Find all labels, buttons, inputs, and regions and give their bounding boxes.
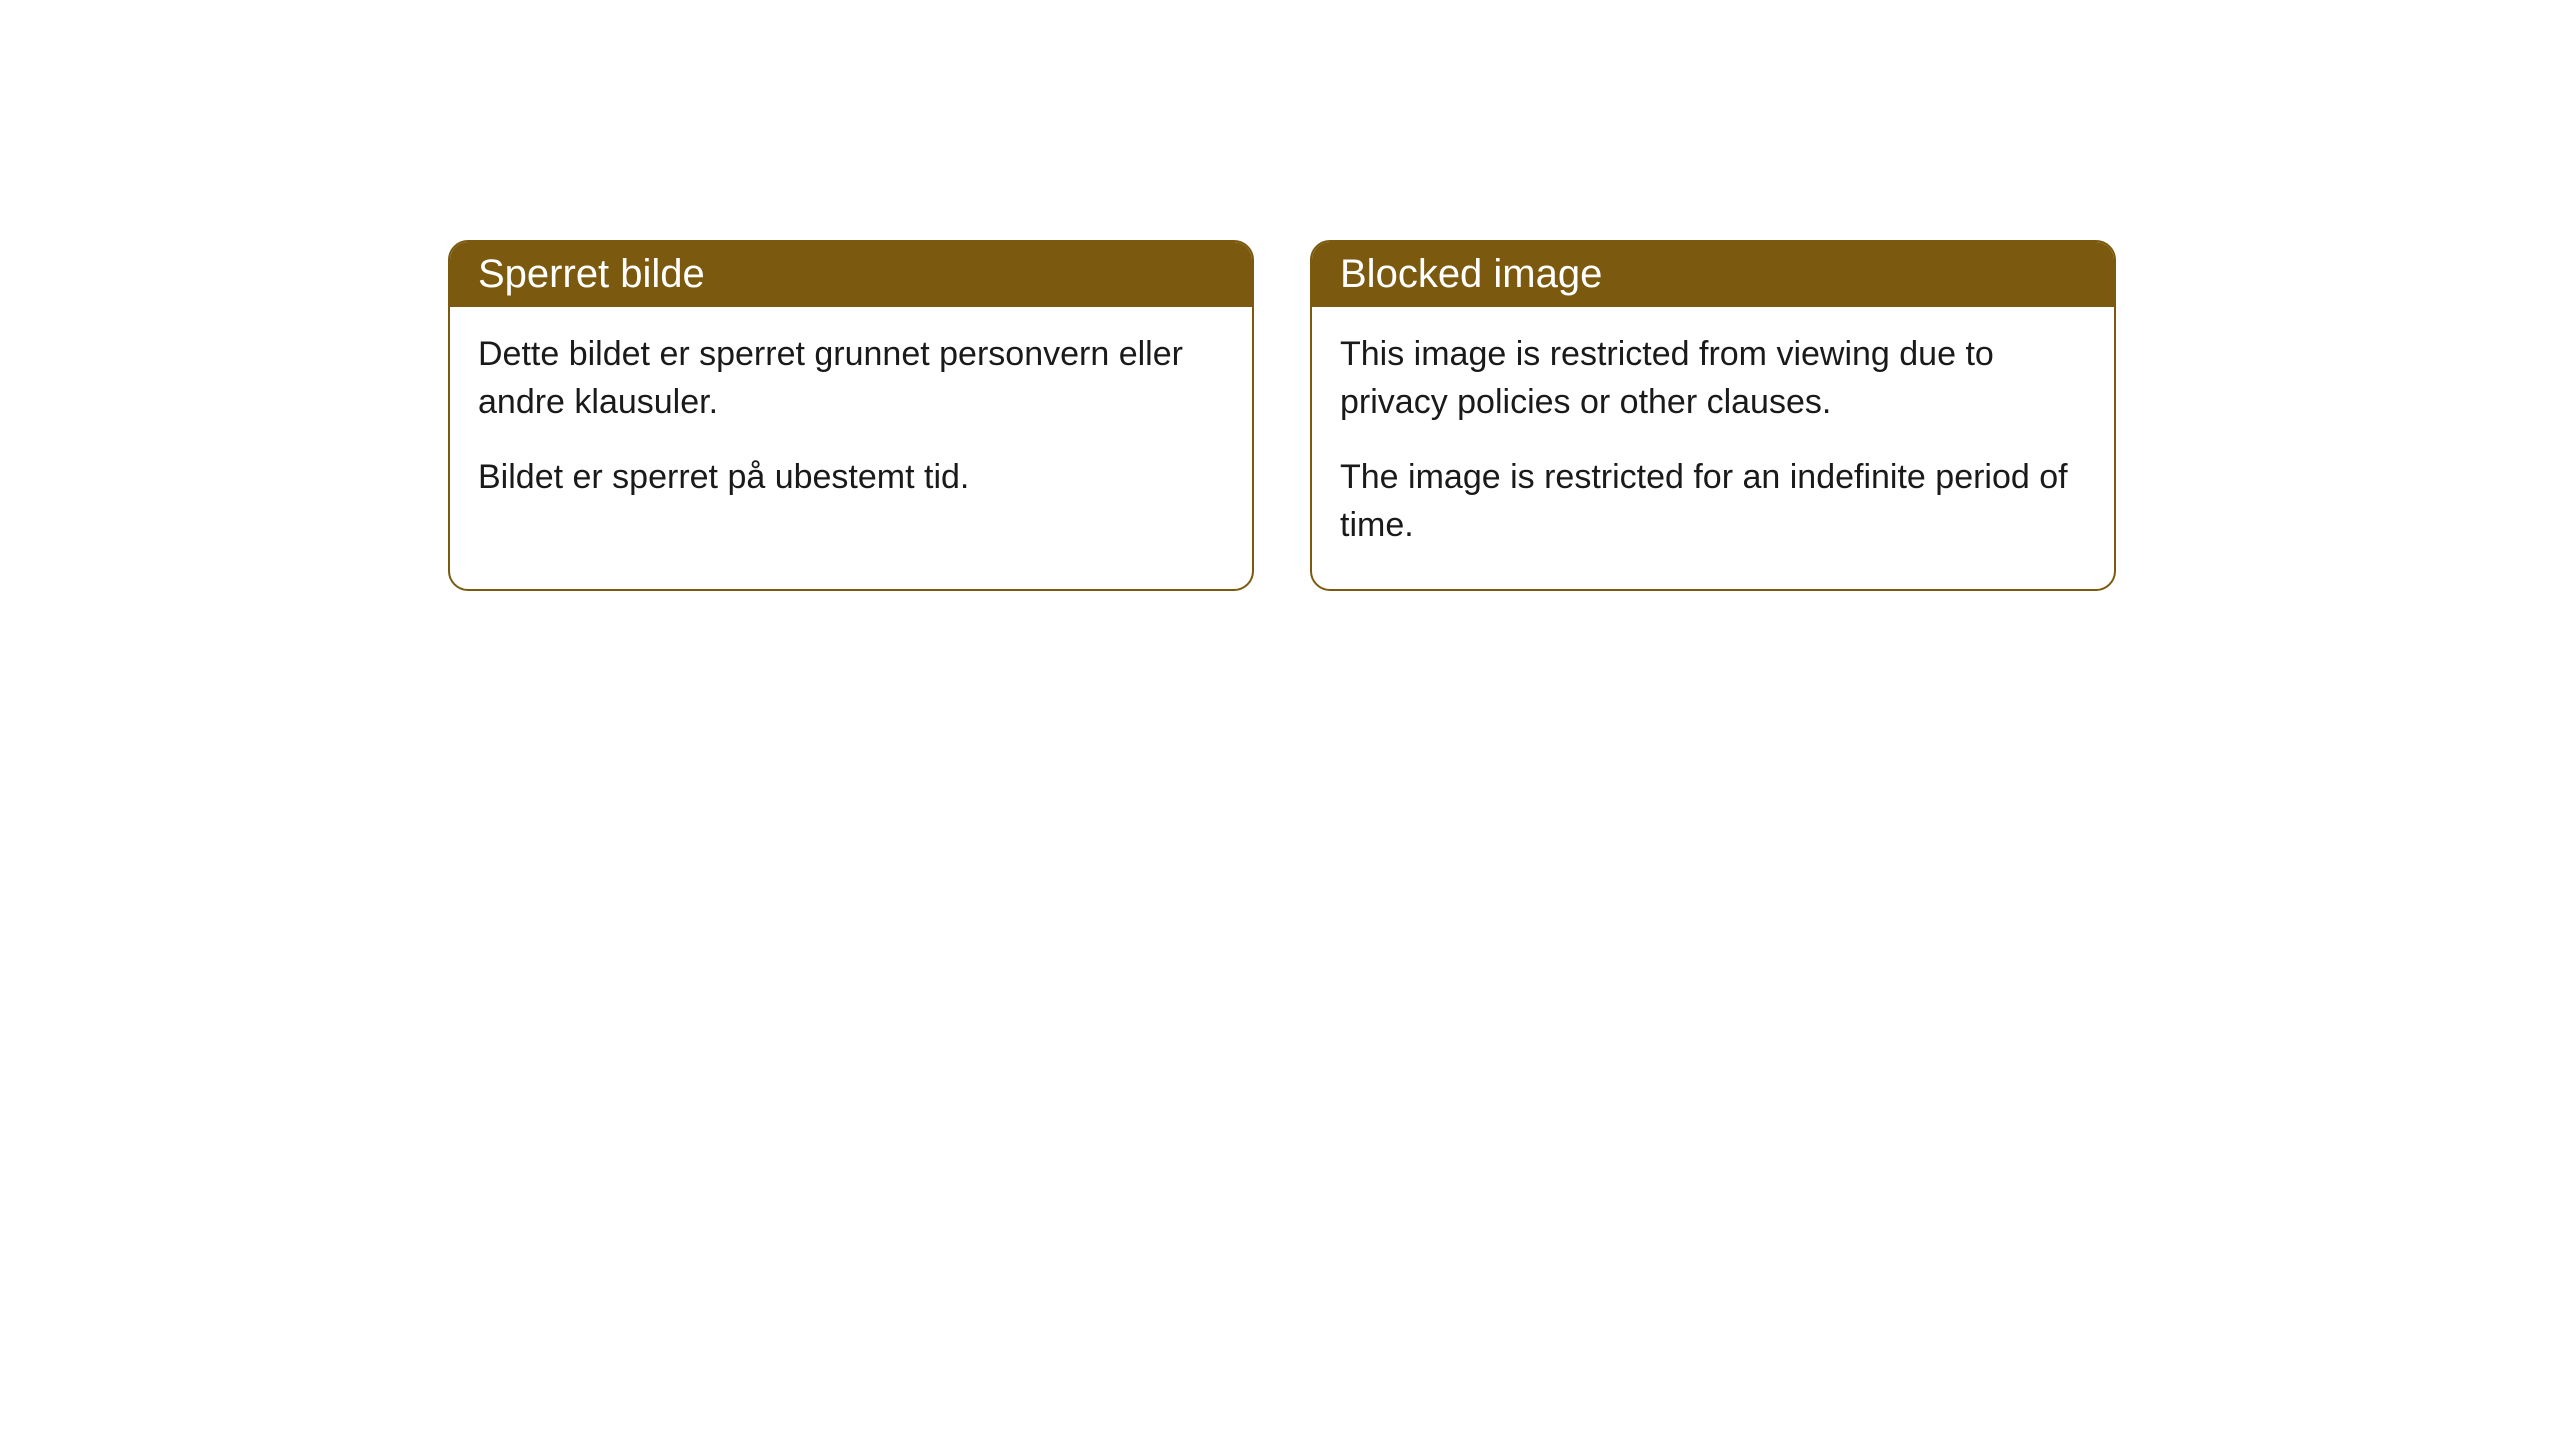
cards-container: Sperret bilde Dette bildet er sperret gr… bbox=[448, 240, 2116, 591]
card-para1-english: This image is restricted from viewing du… bbox=[1340, 331, 2086, 426]
card-title-norwegian: Sperret bilde bbox=[478, 252, 705, 296]
blocked-image-card-english: Blocked image This image is restricted f… bbox=[1310, 240, 2116, 591]
card-header-norwegian: Sperret bilde bbox=[450, 242, 1252, 307]
card-para1-norwegian: Dette bildet er sperret grunnet personve… bbox=[478, 331, 1224, 426]
card-para2-english: The image is restricted for an indefinit… bbox=[1340, 454, 2086, 549]
card-body-english: This image is restricted from viewing du… bbox=[1312, 307, 2114, 589]
card-body-norwegian: Dette bildet er sperret grunnet personve… bbox=[450, 307, 1252, 542]
card-title-english: Blocked image bbox=[1340, 252, 1602, 296]
card-para2-norwegian: Bildet er sperret på ubestemt tid. bbox=[478, 454, 1224, 502]
card-header-english: Blocked image bbox=[1312, 242, 2114, 307]
blocked-image-card-norwegian: Sperret bilde Dette bildet er sperret gr… bbox=[448, 240, 1254, 591]
